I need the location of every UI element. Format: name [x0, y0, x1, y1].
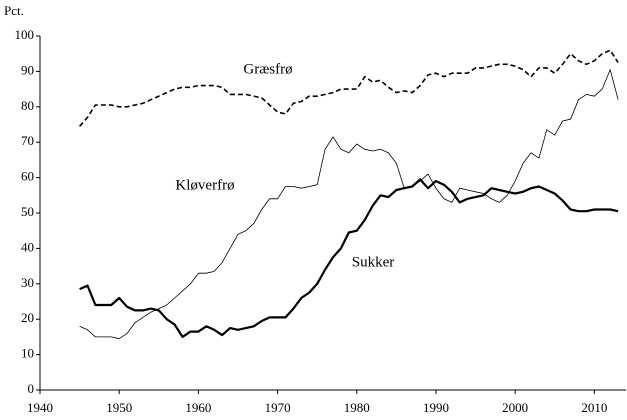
x-tick-label: 1980: [344, 400, 370, 415]
x-tick-label: 1940: [27, 400, 53, 415]
y-tick-label: 30: [21, 275, 34, 290]
series-line: [79, 178, 619, 338]
y-tick-label: 100: [15, 27, 35, 42]
x-tick-label: 1990: [423, 400, 449, 415]
x-tick-label: 1960: [185, 400, 211, 415]
y-tick-label: 80: [21, 98, 34, 113]
y-tick-label: 60: [21, 169, 34, 184]
series-line: [79, 49, 619, 127]
y-tick-label: 70: [21, 133, 34, 148]
series-label: Græsfrø: [243, 61, 292, 77]
y-tick-label: 0: [28, 381, 35, 396]
y-tick-label: 40: [21, 239, 34, 254]
x-tick-label: 2000: [502, 400, 528, 415]
y-axis-label: Pct.: [4, 3, 24, 18]
y-tick-label: 90: [21, 62, 34, 77]
series-label: Kløverfrø: [175, 177, 234, 193]
y-tick-label: 50: [21, 204, 34, 219]
x-tick-label: 2010: [581, 400, 607, 415]
y-tick-label: 10: [21, 346, 34, 361]
x-tick-label: 1950: [106, 400, 132, 415]
series-line: [79, 69, 619, 340]
y-tick-label: 20: [21, 310, 34, 325]
series-label: Sukker: [352, 254, 395, 270]
x-tick-label: 1970: [265, 400, 291, 415]
